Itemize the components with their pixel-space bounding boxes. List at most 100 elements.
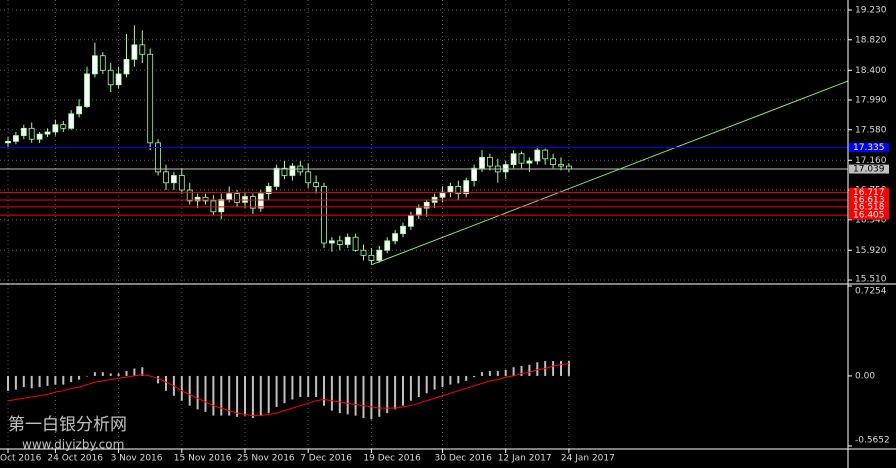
- macd-bar: [22, 375, 25, 388]
- price-level-label: 16.405: [853, 211, 885, 221]
- macd-bar: [488, 370, 491, 376]
- y-tick-label: 17.990: [855, 96, 887, 106]
- macd-bar: [38, 375, 41, 388]
- candle-body: [502, 164, 509, 173]
- macd-bar: [259, 375, 262, 416]
- macd-bar: [244, 375, 246, 416]
- macd-bar: [14, 375, 17, 390]
- candle-body: [107, 69, 114, 86]
- macd-bar: [504, 369, 507, 376]
- macd-bar: [520, 366, 523, 376]
- candle-body: [479, 156, 485, 169]
- price-panel: [0, 25, 848, 266]
- candle-body: [328, 240, 335, 244]
- candle-body: [210, 200, 217, 213]
- candle-body: [368, 254, 375, 261]
- macd-bar: [46, 375, 49, 386]
- macd-bar: [54, 375, 57, 385]
- y-tick-label: 0.00: [855, 371, 875, 381]
- macd-bar: [251, 375, 254, 419]
- macd-bar: [386, 375, 389, 414]
- candle-body: [407, 215, 414, 227]
- y-tick-label: 15.510: [855, 275, 887, 285]
- candle-body: [68, 113, 75, 129]
- y-tick-label: 17.580: [855, 125, 887, 135]
- macd-bar: [133, 368, 136, 376]
- macd-bar: [409, 375, 412, 401]
- candle-body: [352, 236, 359, 251]
- candle-body: [234, 193, 241, 203]
- macd-bar: [180, 375, 183, 401]
- macd-bar: [315, 375, 318, 398]
- y-tick-label: 15.920: [855, 246, 887, 256]
- candle-body: [76, 106, 82, 115]
- macd-bar: [512, 367, 515, 376]
- signal-line: [7, 363, 569, 417]
- candle-body: [36, 133, 43, 140]
- macd-bar: [283, 375, 286, 404]
- macd-bar: [465, 375, 468, 381]
- macd-bar: [417, 375, 420, 398]
- price-level-label: 16.518: [853, 202, 885, 212]
- price-level-box: [849, 210, 889, 220]
- y-tick-label: 19.230: [855, 6, 887, 16]
- candle-body: [242, 196, 248, 203]
- y-tick-label: 18.400: [855, 66, 887, 76]
- macd-bar: [109, 373, 112, 376]
- price-level-box: [849, 187, 889, 197]
- x-tick-label: 12 Jan 2017: [498, 454, 552, 464]
- macd-bar: [299, 375, 302, 398]
- x-tick-label: 19 Dec 2016: [363, 454, 421, 464]
- candle-body: [194, 196, 201, 202]
- candle-body: [558, 164, 564, 167]
- y-tick-label: 0.7254: [855, 287, 887, 297]
- candle-body: [52, 124, 59, 133]
- macd-bar: [425, 375, 428, 394]
- candle-body: [131, 44, 138, 60]
- macd-bar: [354, 375, 357, 416]
- candle-body: [265, 185, 272, 195]
- trendline: [371, 80, 848, 266]
- candle-body: [170, 175, 177, 184]
- candle-body: [5, 140, 11, 144]
- macd-bar: [204, 375, 207, 412]
- price-level-label: 17.039: [853, 165, 885, 175]
- candle-body: [344, 236, 351, 245]
- candle-body: [447, 185, 454, 193]
- candle-body: [376, 249, 383, 261]
- macd-bar: [165, 375, 167, 391]
- macd-bar: [394, 375, 397, 410]
- macd-bar: [236, 375, 239, 417]
- macd-bar: [552, 361, 555, 376]
- y-tick-label: 18.820: [855, 35, 887, 45]
- x-tick-label: 25 Nov 2016: [237, 454, 295, 464]
- candle-body: [550, 158, 556, 166]
- price-level-label: 16.717: [853, 188, 885, 198]
- candle-body: [226, 193, 233, 200]
- price-level-label: 16.613: [853, 195, 885, 205]
- macd-bar: [101, 372, 104, 376]
- x-tick-label: 30 Dec 2016: [435, 454, 493, 464]
- macd-bar: [62, 375, 65, 385]
- x-tick-label: 24 Oct 2016: [47, 454, 103, 464]
- candle-body: [463, 180, 470, 195]
- macd-bar: [117, 373, 120, 376]
- macd-bar: [70, 375, 73, 383]
- candle-body: [84, 73, 90, 107]
- macd-bar: [346, 375, 349, 415]
- macd-bar: [125, 370, 128, 376]
- candle-body: [115, 73, 122, 86]
- candle-body: [163, 171, 169, 184]
- candle-body: [471, 167, 478, 181]
- candle-body: [273, 167, 280, 187]
- macd-bar: [433, 375, 436, 390]
- macd-bar: [267, 375, 270, 414]
- macd-bar: [220, 375, 223, 416]
- candle-body: [360, 249, 367, 256]
- x-tick-label: 7 Dec 2016: [300, 454, 352, 464]
- candle-body: [139, 44, 146, 55]
- candle-body: [542, 149, 549, 160]
- candle-body: [400, 225, 406, 234]
- macd-bar: [402, 375, 404, 406]
- price-level-box: [849, 143, 889, 153]
